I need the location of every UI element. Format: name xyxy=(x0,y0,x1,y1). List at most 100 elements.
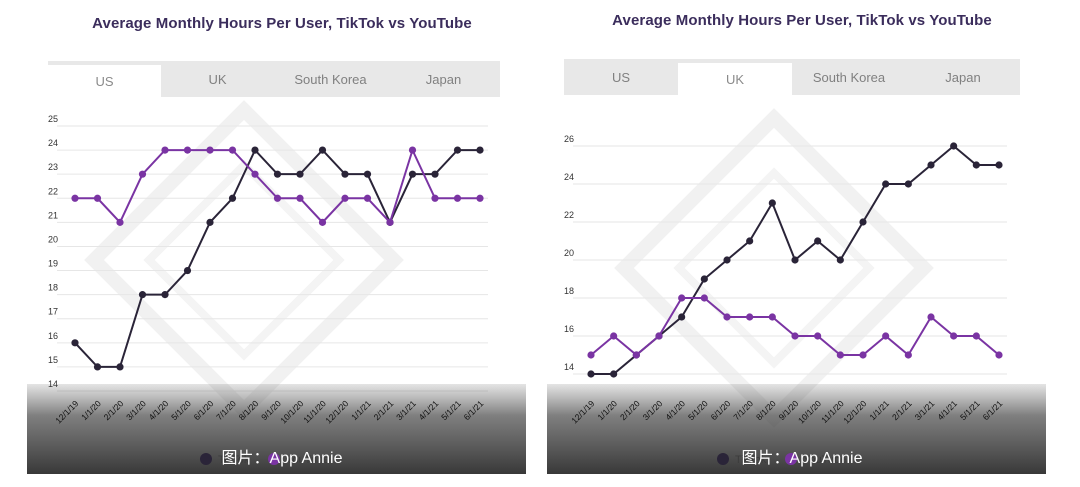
y-tick-label: 24 xyxy=(48,138,58,148)
chart-panel-uk: Average Monthly Hours Per User, TikTok v… xyxy=(542,0,1062,487)
youtube-data-point xyxy=(972,332,980,340)
y-tick-label: 21 xyxy=(48,210,58,220)
chart-title: Average Monthly Hours Per User, TikTok v… xyxy=(92,15,472,32)
y-tick-label: 20 xyxy=(48,234,58,244)
youtube-data-point xyxy=(386,218,394,226)
tiktok-data-point xyxy=(71,339,79,347)
tiktok-data-point xyxy=(723,256,731,264)
youtube-data-point xyxy=(814,332,822,340)
youtube-data-point xyxy=(206,146,214,154)
tiktok-data-point xyxy=(882,180,890,188)
legend-item-youtube: YouTube xyxy=(268,453,329,466)
tab-us[interactable]: US xyxy=(611,69,631,85)
tiktok-data-point xyxy=(814,237,822,245)
image-caption: 图片：App Annie xyxy=(741,450,863,467)
y-tick-label: 24 xyxy=(564,172,574,182)
tab-south-korea[interactable]: South Korea xyxy=(812,69,886,85)
tiktok-data-point xyxy=(836,256,844,264)
tiktok-data-point xyxy=(161,291,169,299)
legend-item-tiktok: TikTok xyxy=(200,453,250,466)
youtube-data-point xyxy=(318,218,327,226)
tiktok-data-point xyxy=(950,142,958,150)
line-chart-uk: 1416182022242612/1/191/1/202/1/203/1/204… xyxy=(547,108,1046,474)
region-tabs: US UK South Korea Japan xyxy=(48,61,500,97)
tiktok-data-point xyxy=(746,237,754,245)
tiktok-data-point xyxy=(138,291,147,299)
tiktok-data-point xyxy=(206,218,214,226)
y-tick-label: 25 xyxy=(48,114,58,124)
y-tick-label: 14 xyxy=(564,362,574,372)
tiktok-data-point xyxy=(408,170,417,178)
legend-label: YouTube xyxy=(803,454,846,466)
youtube-data-point xyxy=(273,194,282,202)
youtube-data-point xyxy=(93,194,102,202)
youtube-data-point xyxy=(228,146,237,154)
youtube-data-point xyxy=(655,332,663,340)
tiktok-data-point xyxy=(363,170,372,178)
tab-uk[interactable]: UK xyxy=(678,63,792,95)
youtube-data-point xyxy=(746,313,754,321)
youtube-data-point xyxy=(251,170,259,178)
youtube-data-point xyxy=(408,146,417,154)
tiktok-data-point xyxy=(927,161,935,169)
tiktok-data-point xyxy=(318,146,327,154)
tab-us[interactable]: US xyxy=(48,65,161,97)
tiktok-data-point xyxy=(341,170,349,178)
tiktok-data-point xyxy=(116,363,124,371)
youtube-data-point xyxy=(904,351,912,359)
watermark-logo xyxy=(614,108,934,428)
tiktok-data-point xyxy=(453,146,462,154)
youtube-data-point xyxy=(927,313,935,321)
tiktok-data-point xyxy=(972,161,980,169)
tiktok-data-point xyxy=(587,370,595,378)
youtube-data-point xyxy=(610,332,618,340)
youtube-data-point xyxy=(700,294,708,302)
tiktok-data-point xyxy=(93,363,102,371)
youtube-data-point xyxy=(836,351,844,359)
y-tick-label: 22 xyxy=(48,186,58,196)
y-tick-label: 18 xyxy=(564,286,574,296)
chart-panel-us: Average Monthly Hours Per User, TikTok v… xyxy=(22,0,542,487)
legend-marker xyxy=(717,453,729,465)
legend-item-tiktok: TikTok xyxy=(717,453,767,466)
youtube-data-point xyxy=(71,194,79,202)
region-tabs: US UK South Korea Japan xyxy=(564,59,1020,95)
youtube-data-point xyxy=(341,194,349,202)
y-tick-label: 16 xyxy=(48,331,58,341)
tiktok-data-point xyxy=(251,146,259,154)
y-tick-label: 20 xyxy=(564,248,574,258)
line-chart-us: 14151617181920212223242512/1/191/1/202/1… xyxy=(27,100,526,474)
legend-label: TikTok xyxy=(735,454,767,466)
tiktok-data-point xyxy=(296,170,304,178)
legend-marker xyxy=(200,453,212,465)
legend-marker xyxy=(268,453,280,465)
legend-item-youtube: YouTube xyxy=(785,453,846,466)
tab-south-korea[interactable]: South Korea xyxy=(294,71,367,87)
y-tick-label: 16 xyxy=(564,324,574,334)
tab-japan[interactable]: Japan xyxy=(945,69,981,85)
youtube-data-point xyxy=(587,351,595,359)
youtube-data-point xyxy=(431,194,439,202)
tiktok-data-point xyxy=(273,170,282,178)
youtube-data-point xyxy=(183,146,192,154)
tiktok-data-point xyxy=(700,275,708,283)
y-tick-label: 26 xyxy=(564,134,574,144)
tiktok-data-point xyxy=(431,170,439,178)
y-tick-label: 17 xyxy=(48,307,58,317)
tab-uk[interactable]: UK xyxy=(208,71,227,87)
tiktok-data-point xyxy=(610,370,618,378)
youtube-data-point xyxy=(678,294,686,302)
tiktok-data-point xyxy=(768,199,776,207)
tab-japan[interactable]: Japan xyxy=(425,71,462,87)
youtube-data-point xyxy=(791,332,799,340)
tiktok-series-line xyxy=(74,148,480,368)
youtube-data-point xyxy=(882,332,890,340)
youtube-data-point xyxy=(476,194,484,202)
youtube-data-point xyxy=(723,313,731,321)
chart-title: Average Monthly Hours Per User, TikTok v… xyxy=(612,12,992,29)
youtube-data-point xyxy=(363,194,372,202)
tiktok-data-point xyxy=(183,266,192,275)
y-tick-label: 19 xyxy=(48,259,58,269)
tiktok-data-point xyxy=(995,161,1003,169)
y-tick-label: 23 xyxy=(48,162,58,172)
